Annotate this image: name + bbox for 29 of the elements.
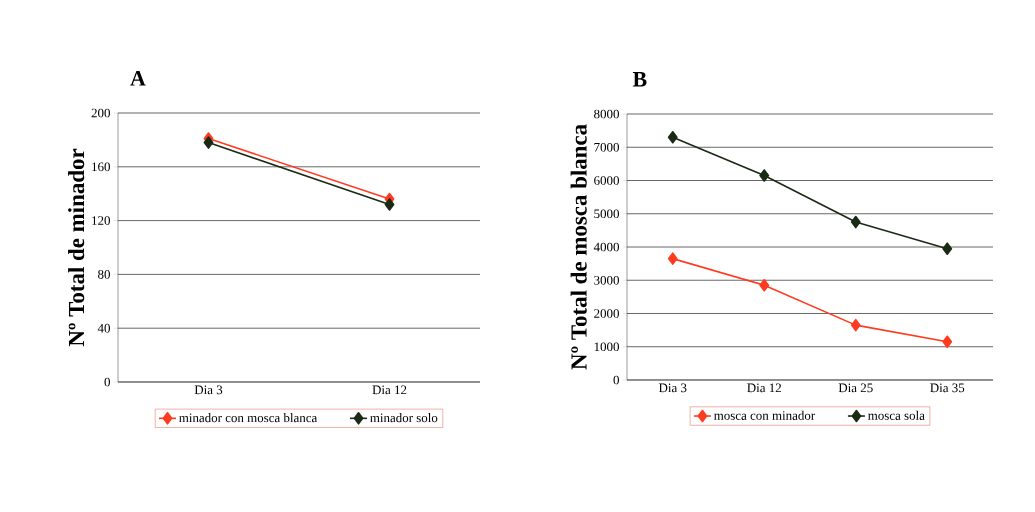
y-tick-label: 40 [97,323,110,333]
chart-title: B [632,72,647,87]
legend-label: minador con mosca blanca [179,413,318,423]
y-tick-label: 2000 [594,309,619,318]
y-tick-label: 200 [91,108,110,118]
x-tick-label: Dia 25 [838,383,873,393]
y-tick-label: 4000 [593,242,619,252]
legend-label: mosca sola [867,410,925,420]
y-axis-title: Nº Total de minador [68,148,85,347]
y-tick-label: 6000 [594,176,619,185]
y-tick-label: 0 [104,377,110,387]
x-tick-label: Dia 3 [194,385,223,395]
x-tick-label: Dia 12 [372,385,407,395]
y-tick-label: 160 [92,162,110,172]
y-tick-label: 1000 [594,342,619,352]
y-tick-label: 0 [613,375,619,385]
y-tick-label: 7000 [594,142,619,152]
x-tick-label: Dia 3 [658,383,687,393]
y-tick-label: 8000 [594,109,619,119]
legend-label: mosca con minador [713,410,816,420]
y-tick-label: 80 [98,270,110,279]
chart-title: A [130,71,146,86]
legend-label: minador solo [370,413,438,423]
x-tick-label: Dia 12 [747,383,781,393]
y-tick-label: 120 [92,216,110,225]
y-tick-label: 5000 [594,209,619,219]
x-tick-label: Dia 35 [930,383,965,393]
y-tick-label: 3000 [594,275,619,285]
y-axis-title: Nº Total de mosca blanca [570,124,587,370]
